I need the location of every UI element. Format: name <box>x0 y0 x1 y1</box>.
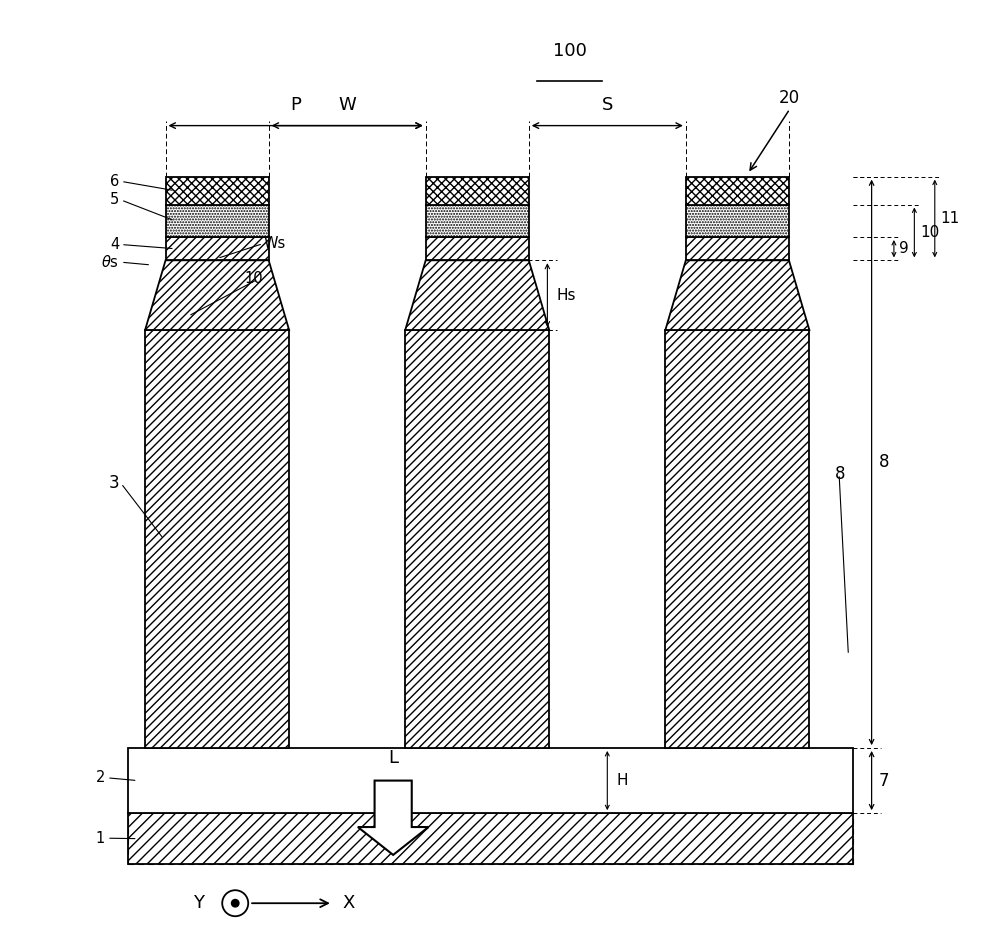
Text: H: H <box>617 773 628 788</box>
Text: 8: 8 <box>879 453 890 471</box>
Text: 5: 5 <box>110 192 119 208</box>
Text: $\theta$s: $\theta$s <box>101 254 119 270</box>
Text: 9: 9 <box>899 241 909 256</box>
Polygon shape <box>145 330 289 748</box>
Bar <box>166 237 269 261</box>
Text: W: W <box>338 97 356 115</box>
Bar <box>686 237 789 261</box>
Text: 4: 4 <box>110 237 119 252</box>
Text: X: X <box>342 894 354 912</box>
Text: 3: 3 <box>108 474 119 492</box>
Text: S: S <box>602 97 613 115</box>
Polygon shape <box>145 261 289 330</box>
Polygon shape <box>665 330 809 748</box>
Circle shape <box>232 900 239 907</box>
Bar <box>128 748 853 813</box>
Text: 6: 6 <box>110 173 119 189</box>
Text: 20: 20 <box>779 89 800 107</box>
Bar <box>128 813 853 865</box>
Text: Hs: Hs <box>557 287 576 302</box>
Bar <box>426 237 529 261</box>
Bar <box>426 205 529 237</box>
Text: 1: 1 <box>96 830 105 846</box>
Text: 10: 10 <box>920 225 939 240</box>
Text: 10: 10 <box>245 271 263 286</box>
Polygon shape <box>665 261 809 330</box>
Text: Y: Y <box>193 894 204 912</box>
Text: 8: 8 <box>834 465 845 483</box>
FancyArrow shape <box>358 780 428 855</box>
Polygon shape <box>405 261 549 330</box>
Bar <box>166 205 269 237</box>
Text: 11: 11 <box>940 211 960 226</box>
Text: 2: 2 <box>96 771 105 785</box>
Text: 100: 100 <box>553 42 587 60</box>
Text: P: P <box>290 97 301 115</box>
Bar <box>686 176 789 205</box>
Bar <box>686 205 789 237</box>
Polygon shape <box>405 330 549 748</box>
Text: Ws: Ws <box>263 236 285 251</box>
Text: 7: 7 <box>879 772 890 790</box>
Bar <box>166 176 269 205</box>
Text: L: L <box>388 749 398 767</box>
Bar <box>426 176 529 205</box>
